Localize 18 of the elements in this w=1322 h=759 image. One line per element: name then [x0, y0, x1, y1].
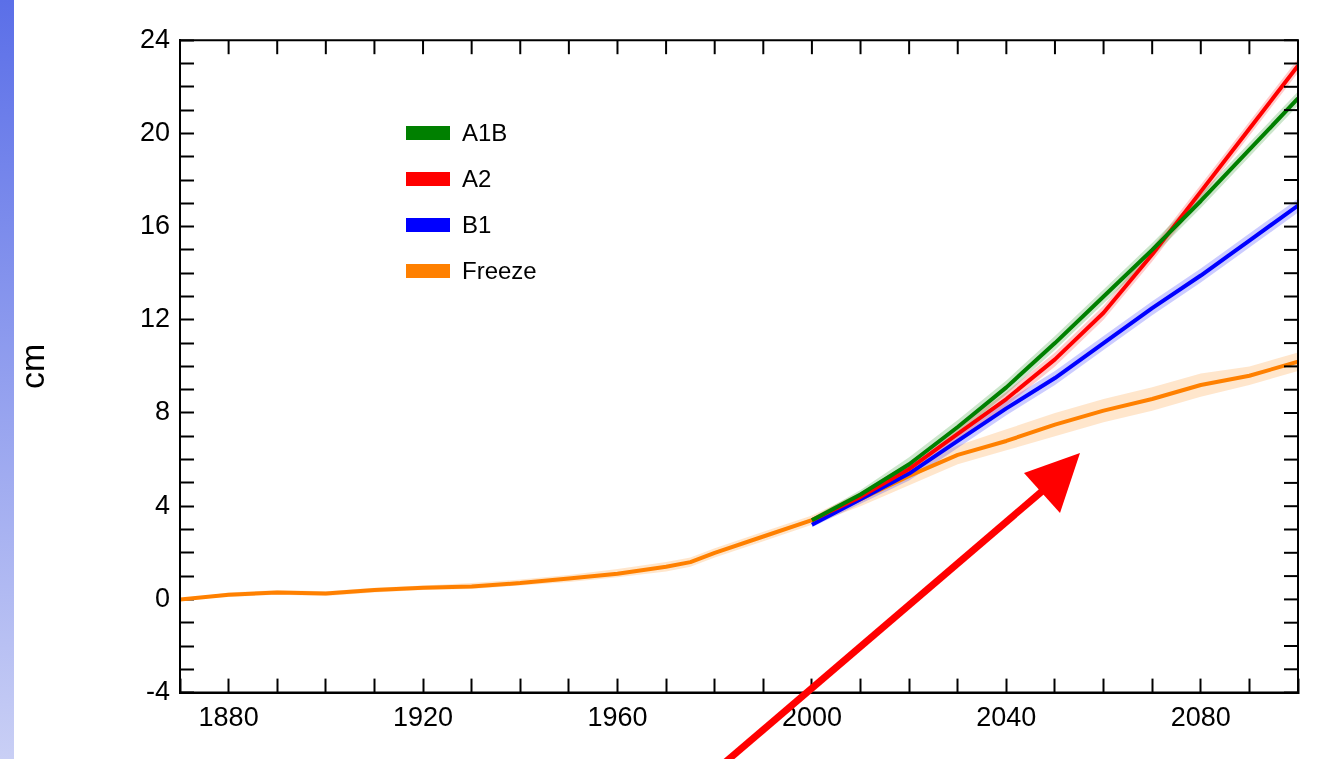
legend-label: A1B [462, 119, 508, 148]
y-tick-label: 4 [154, 489, 170, 520]
x-tick-label: 2040 [976, 702, 1037, 733]
y-axis-title: cm [12, 343, 51, 390]
legend-label: A2 [462, 165, 492, 194]
legend-label: B1 [462, 211, 492, 240]
legend-label: Freeze [462, 257, 537, 286]
x-tick-label: 1880 [198, 702, 259, 733]
y-tick-label: 12 [139, 303, 170, 334]
x-tick-label: 1920 [393, 702, 454, 733]
y-tick-label: 20 [139, 116, 170, 147]
y-tick-label: 8 [154, 396, 170, 427]
x-tick-label: 1960 [587, 702, 648, 733]
x-tick-label: 2080 [1170, 702, 1231, 733]
y-tick-label: 24 [139, 23, 170, 54]
y-tick-label: 0 [154, 582, 170, 613]
y-tick-label: 16 [139, 210, 170, 241]
y-tick-label: -4 [145, 676, 170, 707]
